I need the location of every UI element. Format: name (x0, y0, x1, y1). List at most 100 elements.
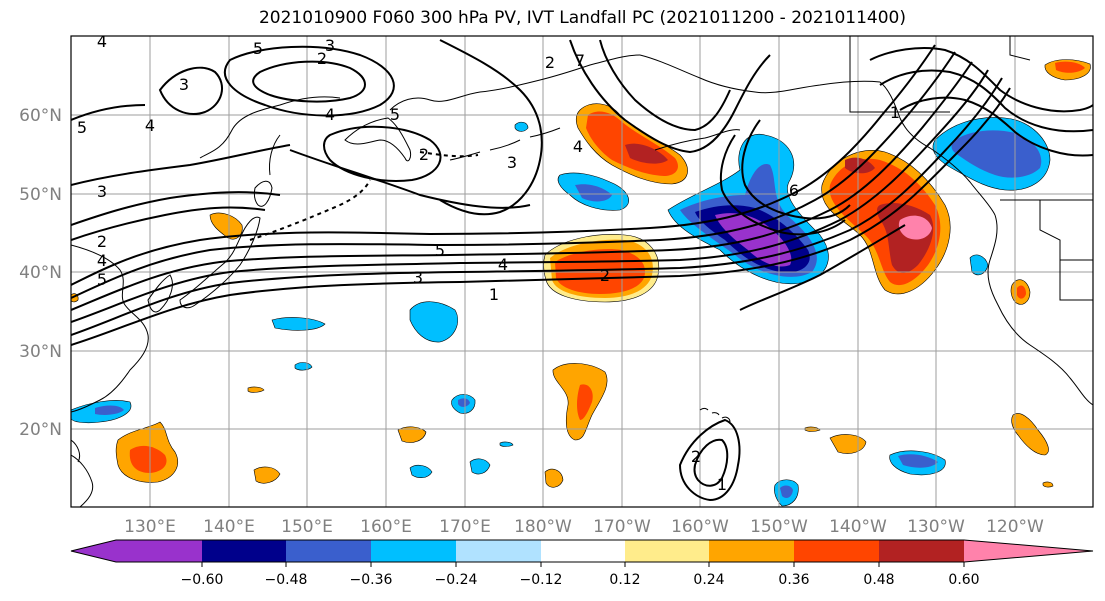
colorbar-swatch (794, 540, 879, 562)
map-frame (70, 35, 1094, 508)
contour-label: 4 (97, 32, 107, 51)
contour-label: 2 (600, 266, 610, 285)
colorbar-tick-label: −0.48 (265, 572, 308, 588)
positive-anomaly-region (898, 215, 932, 240)
colorbar-swatch (456, 540, 541, 562)
colorbar-swatch (879, 540, 964, 562)
colorbar-tick-label: 0.12 (609, 572, 640, 588)
contour-label: 4 (325, 105, 335, 124)
contour-label: 1 (890, 103, 900, 122)
latitude-labels: 60°N 50°N 40°N 30°N 20°N (19, 106, 62, 440)
positive-anomaly-region (625, 143, 668, 164)
contour-label: 1 (717, 475, 727, 494)
contour-label: 2 (691, 447, 701, 466)
contour-label: 6 (789, 181, 799, 200)
positive-anomaly-region (1042, 481, 1054, 488)
contour-label: 5 (97, 270, 107, 289)
negative-anomaly-region (969, 254, 989, 276)
pv-contours (71, 39, 1093, 502)
longitude-label: 170°E (439, 517, 491, 537)
negative-anomaly-region (499, 441, 514, 447)
longitude-label: 130°E (124, 517, 176, 537)
longitude-label: 150°E (281, 517, 333, 537)
positive-anomaly-region (209, 212, 243, 240)
longitude-label: 120°W (986, 517, 1044, 537)
negative-anomaly-region (514, 121, 529, 132)
longitude-label: 170°W (593, 517, 651, 537)
longitude-label: 150°W (750, 517, 808, 537)
contour-label: 5 (390, 105, 400, 124)
contour-label: 4 (145, 116, 155, 135)
contour-label: 7 (575, 51, 585, 70)
positive-anomaly-region (129, 445, 167, 473)
longitude-label: 130°W (907, 517, 965, 537)
contour-label: 4 (97, 251, 107, 270)
positive-anomaly-region (544, 468, 564, 488)
negative-anomaly-region (271, 317, 326, 331)
positive-anomaly-region (577, 384, 593, 420)
longitude-label: 160°E (360, 517, 412, 537)
colorbar-right-extension (964, 540, 1093, 562)
colorbar-swatch (709, 540, 794, 562)
negative-anomaly-region (898, 454, 938, 468)
contour-label: 2 (317, 49, 327, 68)
negative-anomaly-region (409, 301, 459, 343)
contour-label: 3 (179, 75, 189, 94)
latitude-label: 60°N (19, 106, 62, 126)
latitude-label: 40°N (19, 263, 62, 283)
negative-anomaly-region (575, 184, 612, 202)
colorbar-left-extension (71, 540, 116, 562)
contour-label-layer: 4 5 3 2 3 2 4 5 2 4 3 5 2 4 5 3 4 2 3 1 … (77, 32, 900, 494)
positive-anomaly-region (829, 434, 867, 454)
positive-anomaly-region (247, 386, 265, 393)
colorbar-swatch (625, 540, 709, 562)
map-title: 2021010900 F060 300 hPa PV, IVT Landfall… (258, 8, 906, 28)
contour-label: 2 (419, 145, 429, 164)
negative-anomaly-region (715, 213, 792, 267)
longitude-labels: 130°E 140°E 150°E 160°E 170°E 180°W 170°… (124, 517, 1044, 537)
latitude-label: 30°N (19, 342, 62, 362)
colorbar-tick-label: 0.60 (948, 572, 979, 588)
colorbar-tick-label: 0.36 (778, 572, 809, 588)
positive-anomaly-region (1055, 61, 1085, 73)
longitude-label: 140°W (829, 517, 887, 537)
positive-anomaly-region (397, 426, 427, 443)
contour-label: 3 (413, 268, 423, 287)
colorbar: −0.60 −0.48 −0.36 −0.24 −0.12 0.12 0.24 … (70, 539, 1094, 588)
dashed-contours (249, 151, 479, 241)
colorbar-swatch (116, 540, 202, 562)
contour-label: 1 (489, 285, 499, 304)
negative-anomaly-region (294, 362, 313, 371)
colorbar-outline (70, 539, 1094, 563)
negative-anomaly-region (458, 398, 470, 407)
colorbar-tick-label: −0.24 (435, 572, 478, 588)
negative-anomaly-region (780, 485, 793, 498)
contour-label: 5 (77, 118, 87, 137)
colorbar-swatch (371, 540, 456, 562)
colorbar-tick-label: −0.60 (181, 572, 224, 588)
contour-label: 4 (573, 137, 583, 156)
latitude-label: 20°N (19, 420, 62, 440)
colorbar-swatch (286, 540, 371, 562)
negative-anomaly-region (951, 130, 1042, 178)
colorbar-tick-label: 0.48 (863, 572, 894, 588)
colorbar-ticks (201, 562, 965, 567)
negative-anomaly-region (409, 464, 433, 478)
negative-anomaly-region (95, 405, 124, 415)
borders (849, 36, 1093, 301)
contour-label: 5 (435, 241, 445, 260)
colorbar-tick-label: −0.12 (520, 572, 563, 588)
colorbar-swatch (202, 540, 286, 562)
contour-label: 3 (97, 182, 107, 201)
contour-label: 3 (325, 36, 335, 55)
contour-label: 4 (498, 255, 508, 274)
contour-label: 3 (507, 153, 517, 172)
coastlines (71, 54, 1093, 507)
longitude-label: 180°W (514, 517, 572, 537)
colorbar-tick-label: 0.24 (693, 572, 724, 588)
contour-label: 2 (545, 53, 555, 72)
positive-anomaly-region (1017, 285, 1026, 299)
colorbar-swatch (541, 540, 625, 562)
longitude-label: 160°W (671, 517, 729, 537)
